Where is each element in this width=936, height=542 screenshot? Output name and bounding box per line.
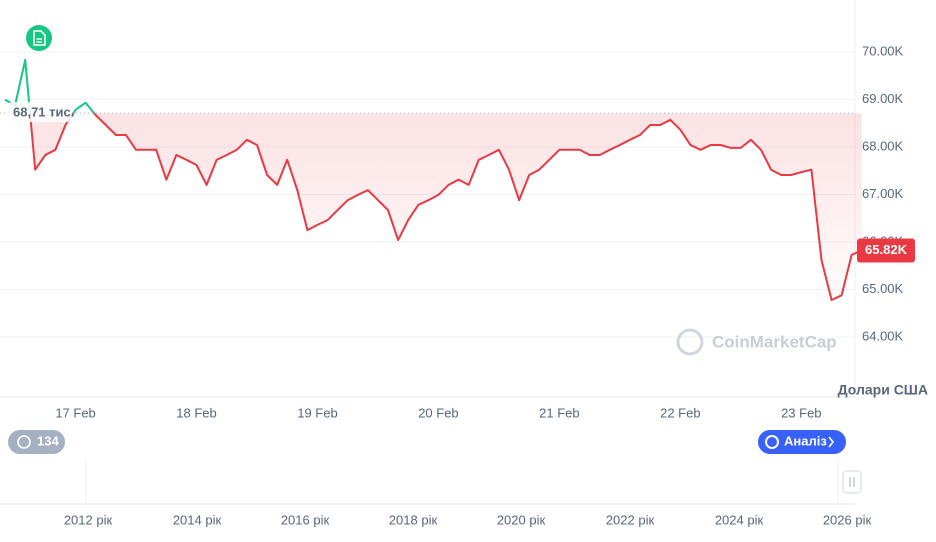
reference-label: 68,71 тис. [13, 105, 74, 120]
x-tick-label: 20 Feb [418, 405, 458, 420]
price-line [29, 113, 863, 301]
x-tick-label: 23 Feb [781, 405, 821, 420]
current-price-tag [857, 238, 915, 263]
y-tick-label: 64.00K [862, 329, 904, 344]
history-count: 134 [37, 433, 59, 448]
x-tick-label: 18 Feb [176, 405, 216, 420]
y-tick-label: 67.00K [862, 186, 904, 201]
y-tick-label: 68.00K [862, 138, 904, 153]
x-tick-label: 21 Feb [539, 405, 579, 420]
y-tick-label: 65.00K [862, 281, 904, 296]
area-fill [5, 113, 862, 300]
navigator-label: 2026 рік [823, 512, 872, 527]
x-tick-label: 17 Feb [55, 405, 95, 420]
navigator [0, 460, 862, 505]
history-pill[interactable]: 134 [8, 430, 65, 454]
navigator-label: 2016 рік [281, 512, 330, 527]
watermark-text: CoinMarketCap [712, 332, 837, 351]
analysis-button[interactable]: Аналіз [758, 430, 846, 454]
watermark: CoinMarketCap [676, 328, 837, 356]
x-tick-label: 22 Feb [660, 405, 700, 420]
y-tick-label: 70.00K [862, 43, 904, 58]
logo [26, 25, 52, 51]
reference-label-bg [8, 102, 72, 123]
navigator-label: 2018 рік [389, 512, 438, 527]
navigator-label: 2024 рік [715, 512, 764, 527]
navigator-label: 2020 рік [497, 512, 546, 527]
navigator-label: 2022 рік [606, 512, 655, 527]
navigator-label: 2012 рік [64, 512, 113, 527]
current-price-label: 65.82K [865, 242, 908, 257]
navigator-label: 2014 рік [173, 512, 222, 527]
x-tick-label: 19 Feb [297, 405, 337, 420]
analysis-label: Аналіз [784, 433, 827, 448]
y-tick-label: 69.00K [862, 91, 904, 106]
axis-unit: Долари США [838, 382, 928, 398]
